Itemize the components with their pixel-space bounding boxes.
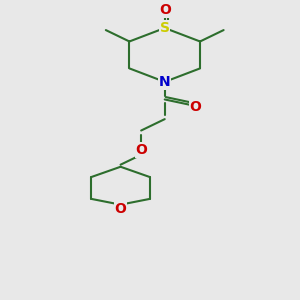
Text: O: O <box>135 143 147 157</box>
Text: O: O <box>159 3 171 17</box>
Text: S: S <box>160 21 170 35</box>
Text: O: O <box>190 100 202 114</box>
Text: N: N <box>159 75 170 89</box>
Text: O: O <box>115 202 127 216</box>
